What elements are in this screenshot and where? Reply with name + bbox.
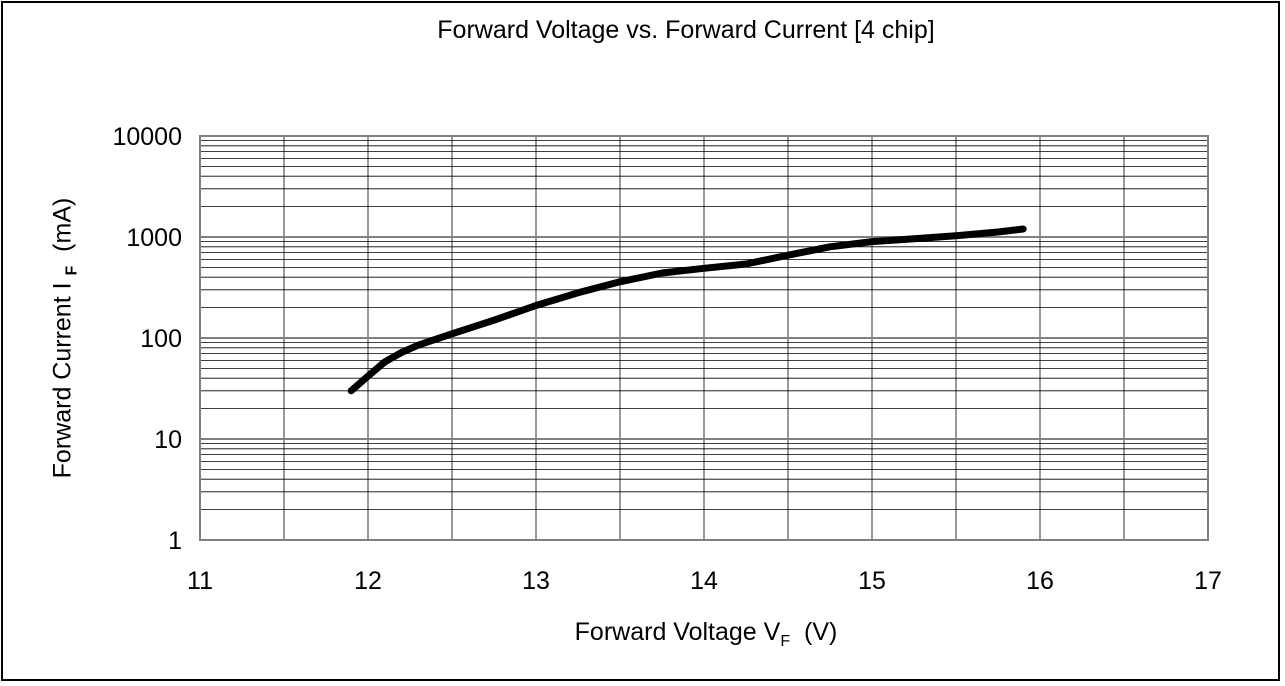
series-layer [347,225,1027,395]
y-tick-label: 100 [140,325,182,353]
y-tick-label: 10000 [112,123,182,151]
x-tick-label: 13 [522,567,550,595]
x-axis-label-main: Forward Voltage V [574,618,781,646]
x-axis-label-unit: (V) [790,618,838,646]
y-tick-label: 10 [154,426,182,454]
x-tick-label: 11 [187,567,213,595]
y-axis-label-subscript: F [63,265,81,276]
y-tick-label: 1 [168,527,182,555]
plot-area [199,135,1209,541]
y-tick-label: 1000 [126,224,182,252]
x-axis-label: Forward Voltage VF (V) [0,618,1285,651]
chart-title: Forward Voltage vs. Forward Current [4 c… [437,16,935,44]
x-tick-label: 14 [690,567,718,595]
x-tick-label: 12 [354,567,382,595]
y-axis-label-unit: (mA) [48,197,77,266]
x-tick-label: 17 [1194,567,1222,595]
y-axis-label-main: Forward Current I [48,275,77,479]
tick-labels: 11 12 13 14 15 16 17 1 10 100 1000 10000 [112,123,1221,595]
x-axis-label-subscript: F [780,633,791,650]
grid-lines [200,135,1208,540]
series-line [347,225,1027,395]
x-tick-label: 15 [858,567,886,595]
x-tick-label: 16 [1026,567,1054,595]
y-axis-label: Forward Current I F (mA) [48,118,81,558]
